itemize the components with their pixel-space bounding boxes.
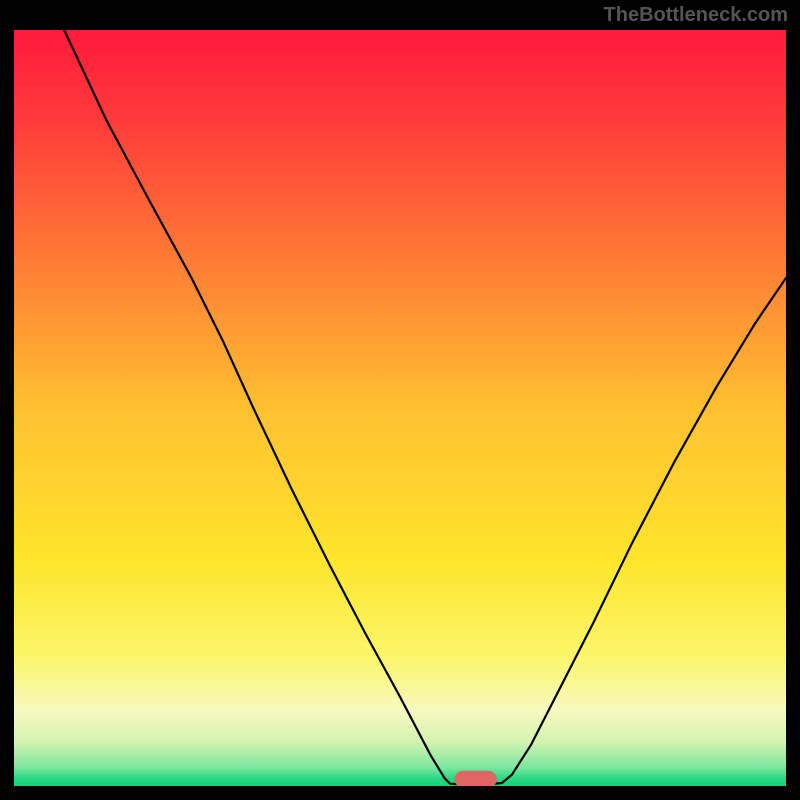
chart-background bbox=[14, 30, 786, 786]
chart-container: TheBottleneck.com bbox=[0, 0, 800, 800]
plot-area bbox=[14, 30, 786, 786]
chart-svg bbox=[14, 30, 786, 786]
watermark-text: TheBottleneck.com bbox=[604, 4, 788, 27]
optimal-marker bbox=[454, 771, 496, 786]
